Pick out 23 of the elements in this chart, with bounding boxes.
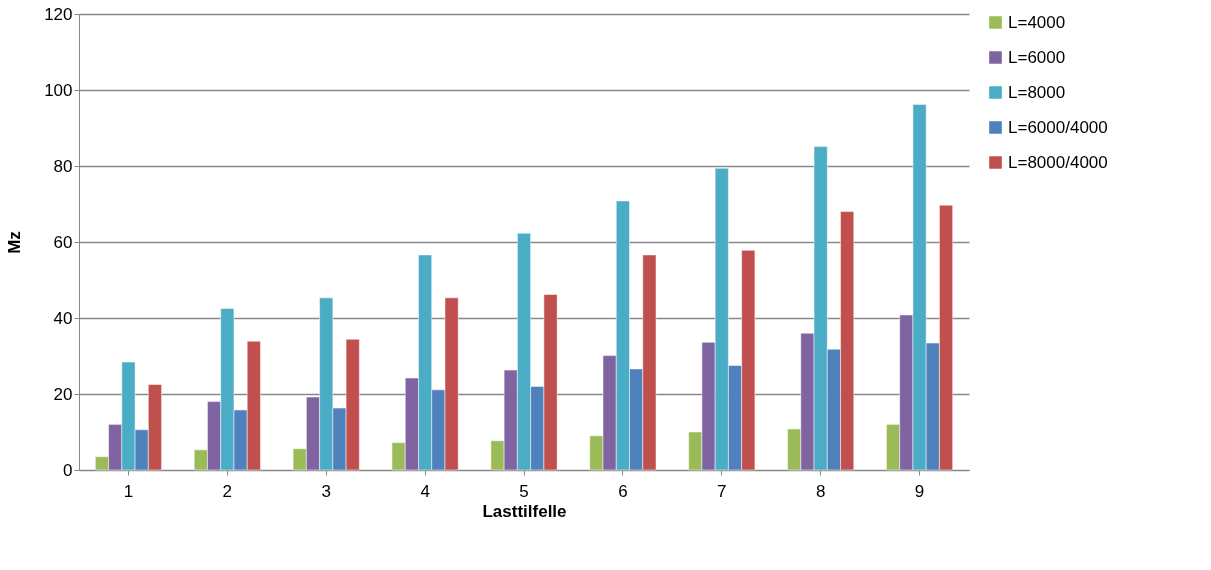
- y-axis-title: Mz: [5, 231, 25, 254]
- x-tick-label: 8: [815, 481, 826, 501]
- y-tick-label: 120: [44, 4, 73, 24]
- y-tick-label: 20: [53, 384, 73, 404]
- x-tick-label: 5: [519, 481, 529, 501]
- legend-label: L=8000/4000: [1008, 152, 1108, 172]
- y-tick-label: 80: [53, 156, 73, 176]
- legend-label: L=8000: [1008, 82, 1066, 102]
- x-tick-label: 4: [420, 481, 430, 501]
- y-tick-label: 100: [44, 80, 73, 100]
- y-tick-label: 0: [63, 460, 73, 480]
- x-tick-label: 6: [618, 481, 628, 501]
- x-axis-title: Lasttilfelle: [482, 501, 567, 521]
- legend-label: L=4000: [1008, 12, 1066, 32]
- x-tick-label: 3: [321, 481, 331, 501]
- x-tick-label: 2: [222, 481, 233, 501]
- x-tick-label: 7: [717, 481, 727, 501]
- y-tick-label: 40: [53, 308, 73, 328]
- x-tick-label: 1: [123, 481, 134, 501]
- y-tick-label: 60: [53, 232, 73, 252]
- legend-label: L=6000/4000: [1008, 117, 1108, 137]
- x-tick-label: 9: [914, 481, 925, 501]
- legend-label: L=6000: [1008, 47, 1066, 67]
